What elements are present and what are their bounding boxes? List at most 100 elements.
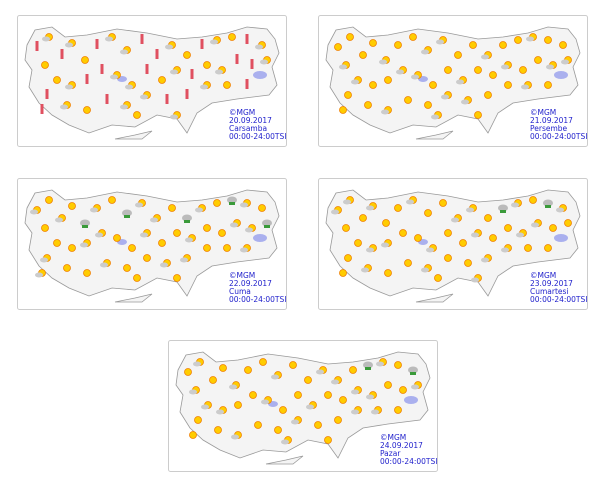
- cloud-icon: [230, 222, 238, 228]
- sun-icon: [444, 229, 452, 237]
- cyprus: [114, 130, 153, 140]
- map-caption: 00:00-24:00TSI: [530, 132, 588, 141]
- cloud-icon: [100, 262, 108, 268]
- cloud-icon: [150, 217, 158, 223]
- map-caption: Pazar: [380, 449, 401, 458]
- thermometer-icon: [95, 39, 99, 49]
- sun-icon: [524, 244, 532, 252]
- sun-icon: [564, 219, 572, 227]
- rain-icon: [80, 219, 90, 227]
- thermometer-icon: [40, 104, 44, 114]
- thermometer-icon: [235, 54, 239, 64]
- sun-icon: [414, 234, 422, 242]
- sun-icon: [559, 41, 567, 49]
- cloud-icon: [60, 104, 68, 110]
- sun-icon: [63, 264, 71, 272]
- cloud-icon: [140, 232, 148, 238]
- rain-drops: [410, 372, 416, 375]
- cloud-icon: [281, 439, 289, 445]
- sun-icon: [394, 361, 402, 369]
- thermometer-icon: [145, 64, 149, 74]
- sun-icon: [394, 204, 402, 212]
- cloud-icon: [193, 361, 201, 367]
- sun-icon: [173, 274, 181, 282]
- sun-icon: [214, 426, 222, 434]
- map-caption: 21.09.2017: [530, 116, 573, 125]
- sun-icon: [218, 229, 226, 237]
- sun-icon: [459, 239, 467, 247]
- sun-icon: [339, 106, 347, 114]
- rain-icon: [227, 196, 237, 204]
- sun-icon: [342, 224, 350, 232]
- sun-icon: [339, 396, 347, 404]
- rain-drops: [500, 210, 506, 213]
- cloud-icon: [466, 207, 474, 213]
- cloud-icon: [215, 69, 223, 75]
- sun-icon: [434, 274, 442, 282]
- cloud-icon: [189, 389, 197, 395]
- thermometer-icon: [35, 41, 39, 51]
- sun-icon: [424, 101, 432, 109]
- cloud-icon: [140, 94, 148, 100]
- rain-icon: [122, 209, 132, 217]
- thermometer-icon: [100, 64, 104, 74]
- sun-icon: [294, 391, 302, 399]
- sun-icon: [499, 41, 507, 49]
- map-caption: 24.09.2017: [380, 441, 423, 450]
- map-caption: 00:00-24:00TSI: [380, 457, 438, 466]
- thermometer-icon: [245, 34, 249, 44]
- sun-icon: [334, 416, 342, 424]
- cloud-icon: [471, 232, 479, 238]
- cloud-icon: [271, 374, 279, 380]
- cloud-icon: [461, 99, 469, 105]
- sun-icon: [123, 264, 131, 272]
- sun-icon: [68, 244, 76, 252]
- sun-icon: [364, 101, 372, 109]
- map-caption: ©MGM: [530, 108, 556, 117]
- sun-icon: [382, 219, 390, 227]
- sun-icon: [108, 196, 116, 204]
- map-caption: Cumartesi: [530, 287, 569, 296]
- cloud-icon: [361, 267, 369, 273]
- sun-icon: [484, 214, 492, 222]
- sun-icon: [344, 254, 352, 262]
- thermometer-icon: [165, 94, 169, 104]
- sun-icon: [254, 421, 262, 429]
- cloud-icon: [561, 59, 569, 65]
- cloud-icon: [229, 384, 237, 390]
- map-caption: 20.09.2017: [229, 116, 272, 125]
- cloud-icon: [210, 39, 218, 45]
- sun-icon: [424, 209, 432, 217]
- sun-icon: [484, 91, 492, 99]
- rain-drops: [184, 220, 190, 223]
- rain-icon: [408, 366, 418, 374]
- cloud-icon: [170, 114, 178, 120]
- cloud-icon: [406, 199, 414, 205]
- cloud-icon: [441, 94, 449, 100]
- cloud-icon: [120, 104, 128, 110]
- thermometer-icon: [140, 34, 144, 44]
- thermometer-icon: [85, 74, 89, 84]
- thermometer-icon: [185, 89, 189, 99]
- cloud-icon: [201, 404, 209, 410]
- sun-icon: [258, 204, 266, 212]
- thermometer-icon: [60, 49, 64, 59]
- map-caption: 00:00-24:00TSI: [229, 295, 287, 304]
- rain-drops: [82, 225, 88, 228]
- map-caption: ©MGM: [530, 271, 556, 280]
- cloud-icon: [165, 44, 173, 50]
- map-caption: Cuma: [229, 287, 251, 296]
- sun-icon: [544, 244, 552, 252]
- sun-icon: [234, 401, 242, 409]
- sun-icon: [173, 229, 181, 237]
- cloud-icon: [456, 79, 464, 85]
- rain-drops: [365, 367, 371, 370]
- rain-drops: [545, 205, 551, 208]
- sun-icon: [489, 234, 497, 242]
- cloud-icon: [95, 232, 103, 238]
- cloud-icon: [331, 379, 339, 385]
- cloud-icon: [411, 384, 419, 390]
- map-caption: ©MGM: [229, 108, 255, 117]
